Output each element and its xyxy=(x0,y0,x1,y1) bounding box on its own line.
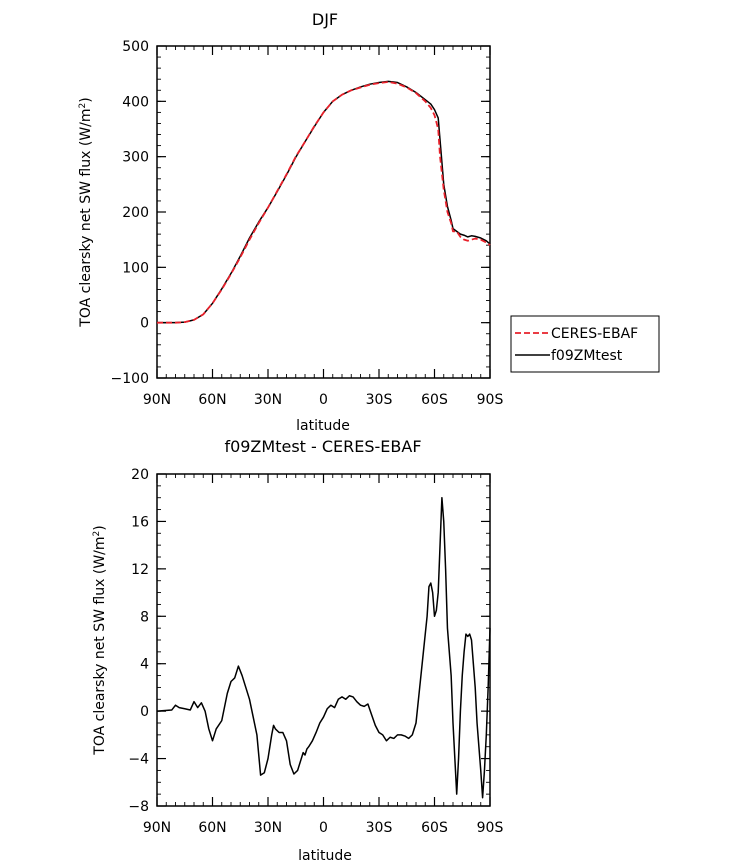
legend-label-f09zmtest: f09ZMtest xyxy=(551,348,623,364)
legend: CERES-EBAF f09ZMtest xyxy=(510,315,660,373)
y-tick-label: 200 xyxy=(122,205,149,221)
legend-box xyxy=(510,315,660,373)
y-tick-label: −8 xyxy=(128,799,149,815)
x-tick-label: 30N xyxy=(254,820,282,836)
x-tick-label: 30S xyxy=(366,392,393,408)
series-line-ceres-ebaf xyxy=(157,81,491,324)
y-axis-label-top-sup: 2 xyxy=(78,103,88,109)
legend-label-ceres-ebaf: CERES-EBAF xyxy=(551,326,638,342)
x-tick-label: 60N xyxy=(198,820,226,836)
x-tick-label: 90S xyxy=(477,820,504,836)
x-axis-label-bottom: latitude xyxy=(298,848,352,864)
x-tick-label: 60N xyxy=(198,392,226,408)
x-tick-label: 30S xyxy=(366,820,393,836)
y-tick-label: −100 xyxy=(111,371,149,387)
series-group-top xyxy=(157,80,491,324)
y-tick-label: 400 xyxy=(122,94,149,110)
y-axis-label-bottom-sup: 2 xyxy=(92,531,102,537)
x-tick-label: 60S xyxy=(421,392,448,408)
x-tick-label: 0 xyxy=(319,820,328,836)
y-tick-label: 0 xyxy=(140,704,149,720)
x-tick-label: 90N xyxy=(143,392,171,408)
y-tick-label: 16 xyxy=(131,514,149,530)
y-axis-label-bottom-end: ) xyxy=(92,525,108,530)
plot-frame-bottom xyxy=(156,473,491,807)
y-axis-label-bottom-main: TOA clearsky net SW flux (W/m xyxy=(92,536,108,755)
top-panel-djf: DJF 90N 60N 30N 0 30S 60S 90S −100 0 100 200 300 400… xyxy=(78,10,503,434)
y-axis-label-top-main: TOA clearsky net SW flux (W/m xyxy=(78,108,94,327)
y-tick-label: 0 xyxy=(140,316,149,332)
y-tick-label: 4 xyxy=(140,657,149,673)
axis-ticks-bottom: 90N 60N 30N 0 30S 60S 90S −8 −4 0 4 8 12 16 20 xyxy=(128,467,503,836)
x-tick-label: 60S xyxy=(421,820,448,836)
plot-frame-top xyxy=(156,45,491,379)
series-group-bottom xyxy=(156,496,491,799)
x-tick-label: 90S xyxy=(477,392,504,408)
y-axis-label-bottom: TOA clearsky net SW flux (W/m2) xyxy=(92,525,108,755)
y-tick-label: −4 xyxy=(128,752,149,768)
y-axis-label-top: TOA clearsky net SW flux (W/m2) xyxy=(78,97,94,327)
chart-title-djf: DJF xyxy=(312,10,338,29)
y-tick-label: 8 xyxy=(140,609,149,625)
x-axis-label-top: latitude xyxy=(296,418,350,434)
y-tick-label: 100 xyxy=(122,260,149,276)
x-tick-label: 30N xyxy=(254,392,282,408)
bottom-panel-difference: f09ZMtest - CERES-EBAF 90N 60N 30N 0 30S 60S 9… xyxy=(92,437,503,864)
y-tick-label: 500 xyxy=(122,39,149,55)
axis-ticks-top: 90N 60N 30N 0 30S 60S 90S −100 0 100 200 300 400 500 xyxy=(111,39,504,408)
series-line-difference xyxy=(156,496,491,799)
y-tick-label: 300 xyxy=(122,150,149,166)
x-tick-label: 0 xyxy=(319,392,328,408)
y-tick-label: 12 xyxy=(131,562,149,578)
y-tick-label: 20 xyxy=(131,467,149,483)
y-axis-label-top-end: ) xyxy=(78,97,94,102)
chart-title-difference: f09ZMtest - CERES-EBAF xyxy=(224,437,421,456)
x-tick-label: 90N xyxy=(143,820,171,836)
series-line-f09zmtest xyxy=(157,80,491,324)
